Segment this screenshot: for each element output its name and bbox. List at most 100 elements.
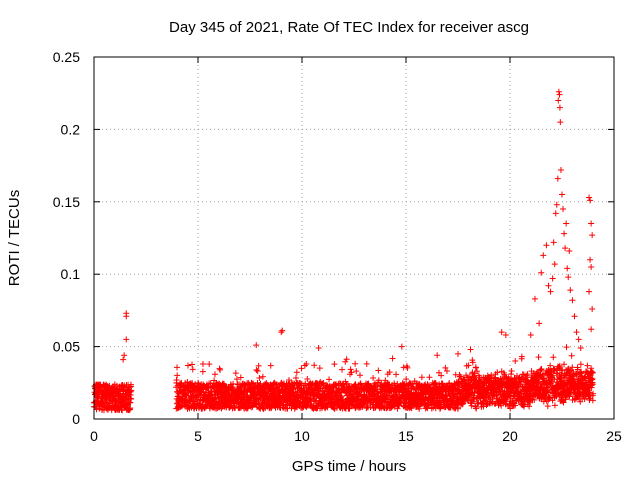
y-tick-label: 0.25 [53,49,80,65]
data-point [297,379,304,386]
data-point [587,197,594,204]
data-point [298,365,305,372]
x-axis: 0 5 10 15 20 25 [90,57,622,444]
data-point [498,329,505,336]
data-point [552,210,559,217]
data-point [128,387,135,394]
data-point [565,274,572,281]
data-point [255,362,262,369]
data-point [343,356,350,363]
data-point [389,355,396,362]
data-point [536,320,543,327]
x-tick-label: 25 [606,428,622,444]
data-point [356,372,363,379]
data-point [561,230,568,237]
data-point [386,369,393,376]
data-point [332,382,339,389]
y-axis: 0 0.05 0.1 0.15 0.2 0.25 [53,49,614,427]
x-tick-label: 20 [502,428,518,444]
data-point [416,405,423,412]
data-point [569,364,576,371]
data-point [469,359,476,366]
data-point [352,360,359,367]
data-point [446,379,453,386]
data-point [185,362,192,369]
data-point [549,275,556,282]
data-point [527,332,534,339]
data-point [316,365,323,372]
data-point [560,206,567,213]
data-point [508,367,515,374]
data-point [313,379,320,386]
data-point [434,352,441,359]
data-point [569,297,576,304]
data-points [91,88,597,414]
data-point [121,352,128,359]
data-point [589,305,596,312]
x-tick-label: 0 [90,428,98,444]
data-point [257,395,264,402]
data-point [267,362,274,369]
data-point [382,377,389,384]
data-point [465,362,472,369]
data-point [454,405,461,412]
data-point [488,372,495,379]
y-tick-label: 0.05 [53,339,80,355]
data-point [217,366,224,373]
data-point [559,191,565,198]
data-point [474,368,481,375]
data-point [473,405,480,412]
data-point [531,295,538,302]
data-point [123,313,130,320]
data-point [174,372,181,379]
data-point [550,354,557,361]
data-point [575,336,582,343]
y-tick-label: 0.2 [61,121,81,137]
data-point [531,397,538,404]
grid-lines [94,57,614,419]
data-point [587,256,594,263]
data-point [577,345,584,352]
data-point [560,399,567,406]
x-tick-label: 15 [398,428,414,444]
data-point [285,377,292,384]
data-point [556,91,563,98]
data-point [290,385,297,392]
data-point [426,374,433,381]
data-point [526,403,533,410]
data-point [557,119,564,126]
data-point [438,372,445,379]
data-point [573,329,580,336]
data-point [547,362,554,369]
data-point [553,201,560,208]
data-point [577,361,584,368]
data-point [524,371,531,378]
data-point [566,393,573,400]
data-point [375,367,382,374]
data-point [503,396,510,403]
data-point [370,375,377,382]
data-point [567,287,574,294]
data-point [406,380,413,387]
data-point [523,372,530,379]
data-point [206,361,213,368]
data-point [558,371,565,378]
data-point [471,398,478,405]
chart-title: Day 345 of 2021, Rate Of TEC Index for r… [169,19,529,36]
data-point [556,104,563,111]
data-point [357,380,364,387]
data-point [123,336,130,343]
data-point [512,357,519,364]
data-point [566,248,573,255]
data-point [557,166,564,173]
data-point [353,368,360,375]
data-point [498,402,505,409]
data-point [253,366,260,373]
data-point [253,342,260,349]
data-point [540,252,547,259]
data-point [304,375,311,382]
data-point [563,220,570,227]
data-point [588,263,595,270]
data-point [502,332,509,339]
data-point [315,345,322,352]
